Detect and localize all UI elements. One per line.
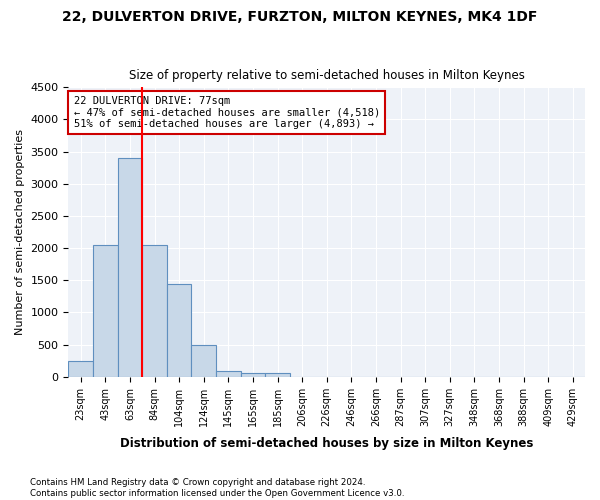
Bar (93, 245, 118, 377)
Bar (68, 360, 93, 377)
Bar (265, 373, 290, 377)
X-axis label: Distribution of semi-detached houses by size in Milton Keynes: Distribution of semi-detached houses by … (120, 437, 533, 450)
Y-axis label: Number of semi-detached properties: Number of semi-detached properties (15, 129, 25, 335)
Bar (167, 284, 191, 377)
Bar (216, 371, 241, 377)
Bar (241, 373, 265, 377)
Text: Contains HM Land Registry data © Crown copyright and database right 2024.
Contai: Contains HM Land Registry data © Crown c… (30, 478, 404, 498)
Bar (142, 245, 167, 377)
Bar (191, 344, 216, 377)
Bar (118, 158, 142, 377)
Text: 22, DULVERTON DRIVE, FURZTON, MILTON KEYNES, MK4 1DF: 22, DULVERTON DRIVE, FURZTON, MILTON KEY… (62, 10, 538, 24)
Text: 22 DULVERTON DRIVE: 77sqm
← 47% of semi-detached houses are smaller (4,518)
51% : 22 DULVERTON DRIVE: 77sqm ← 47% of semi-… (74, 96, 380, 129)
Title: Size of property relative to semi-detached houses in Milton Keynes: Size of property relative to semi-detach… (129, 69, 524, 82)
